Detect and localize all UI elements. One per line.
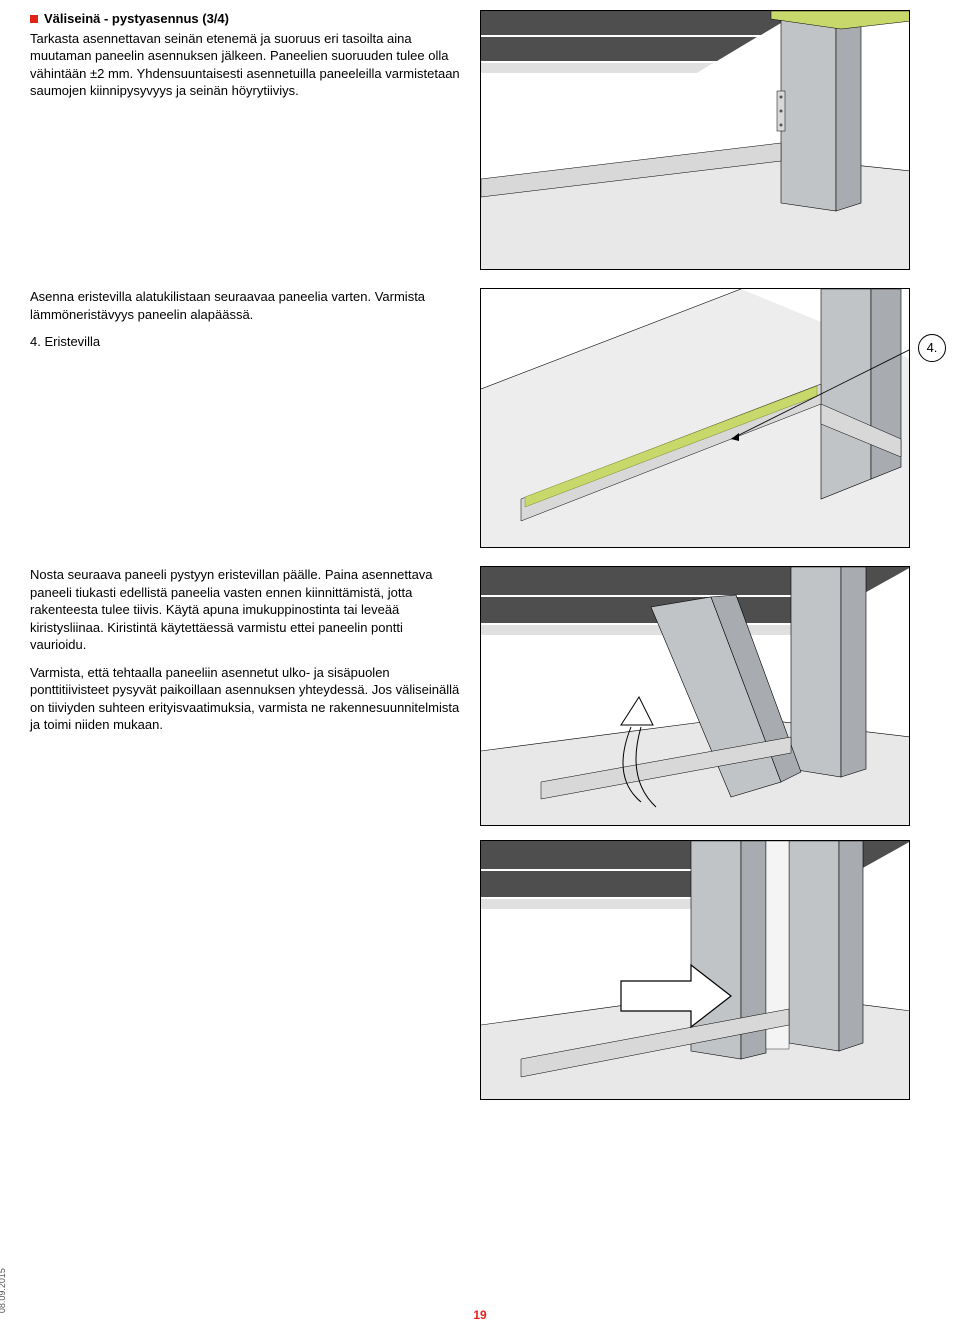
paragraph-2b: 4. Eristevilla — [30, 333, 460, 351]
paragraph-2a: Asenna eristevilla alatukilistaan seuraa… — [30, 288, 460, 323]
figure-4 — [480, 840, 910, 1100]
section-3: Nosta seuraava paneeli pystyyn eristevil… — [30, 566, 930, 1100]
figure-4-svg — [481, 841, 910, 1100]
text-col-2: Asenna eristevilla alatukilistaan seuraa… — [30, 288, 480, 548]
figure-col-1 — [480, 10, 930, 270]
figure-3 — [480, 566, 910, 826]
text-col-1: Väliseinä - pystyasennus (3/4) Tarkasta … — [30, 10, 480, 270]
figure-1 — [480, 10, 910, 270]
page-number: 19 — [0, 1307, 960, 1323]
section-heading: Väliseinä - pystyasennus (3/4) — [30, 10, 460, 28]
callout-4-text: 4. — [927, 340, 938, 355]
heading-text: Väliseinä - pystyasennus (3/4) — [44, 11, 229, 26]
figure-2 — [480, 288, 910, 548]
text-col-3: Nosta seuraava paneeli pystyyn eristevil… — [30, 566, 480, 1100]
date-stamp: 08.09.2015 — [0, 1268, 8, 1313]
paragraph-3a: Nosta seuraava paneeli pystyyn eristevil… — [30, 566, 460, 654]
figure-col-3 — [480, 566, 930, 1100]
callout-4: 4. — [918, 334, 946, 362]
paragraph-3b: Varmista, että tehtaalla paneeliin asenn… — [30, 664, 460, 734]
figure-3-svg — [481, 567, 910, 826]
paragraph-1: Tarkasta asennettavan seinän etenemä ja … — [30, 30, 460, 100]
section-2: Asenna eristevilla alatukilistaan seuraa… — [30, 288, 930, 548]
bullet-icon — [30, 15, 38, 23]
figure-2-svg — [481, 289, 910, 548]
figure-col-2: 4. — [480, 288, 930, 548]
section-1: Väliseinä - pystyasennus (3/4) Tarkasta … — [30, 10, 930, 270]
figure-1-svg — [481, 11, 910, 270]
